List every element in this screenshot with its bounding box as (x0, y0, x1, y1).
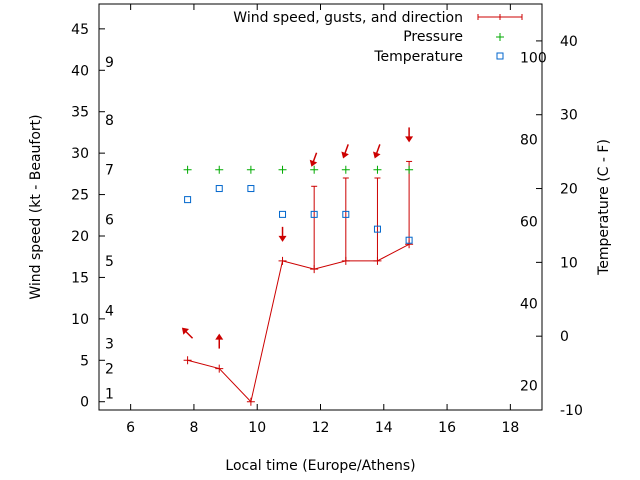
x-tick-label: 18 (501, 420, 519, 436)
y-tick-label: 45 (71, 22, 89, 38)
beaufort-label: 6 (105, 212, 114, 228)
x-tick-label: 8 (189, 420, 198, 436)
x-tick-label: 12 (312, 420, 330, 436)
x-tick-label: 10 (248, 420, 266, 436)
wind-direction-arrow (309, 152, 318, 167)
plot-frame (98, 3, 543, 411)
temperature-point (373, 225, 381, 233)
beaufort-label: 7 (105, 163, 114, 179)
y-tick-label: 35 (71, 105, 89, 121)
celsius-tick-label: 40 (560, 34, 578, 50)
y-axis-label: Wind speed (kt - Beaufort) (28, 114, 44, 299)
pressure-point (341, 165, 350, 174)
pressure-point (183, 165, 192, 174)
legend-symbol-pressure (496, 33, 504, 41)
y-tick-label: 0 (80, 395, 89, 411)
temperature-point (310, 210, 318, 218)
legend-symbol-temperature (496, 52, 504, 60)
y2-axis-label: Temperature (C - F) (596, 139, 612, 276)
fahrenheit-label: 100 (520, 50, 547, 66)
x-tick-label: 14 (375, 420, 393, 436)
y-tick-label: 25 (71, 188, 89, 204)
celsius-tick-label: 30 (560, 108, 578, 124)
celsius-tick-label: 20 (560, 182, 578, 198)
wind-point (278, 256, 287, 265)
x-tick-label: 16 (438, 420, 456, 436)
beaufort-label: 4 (105, 304, 114, 320)
wind-direction-arrow (181, 327, 194, 339)
legend-label-temperature: Temperature (373, 49, 463, 65)
wind-point (183, 356, 192, 365)
beaufort-label: 1 (105, 386, 114, 402)
wind-direction-arrow (215, 333, 224, 349)
wind-point (246, 397, 255, 406)
beaufort-label: 3 (105, 337, 114, 353)
wind-speed-line (187, 243, 410, 403)
y-tick-label: 40 (71, 63, 89, 79)
beaufort-label: 2 (105, 362, 114, 378)
legend-label-pressure: Pressure (403, 29, 463, 45)
temperature-point (405, 236, 413, 244)
pressure-point (215, 165, 224, 174)
y-tick-label: 30 (71, 146, 89, 162)
wind-direction-arrow (373, 144, 381, 159)
legend-label-wind: Wind speed, gusts, and direction (233, 10, 463, 26)
x-axis-label: Local time (Europe/Athens) (225, 458, 415, 474)
wind-point (215, 364, 224, 373)
wind-direction-arrow (405, 127, 414, 143)
wind-direction-arrow (341, 144, 349, 159)
y-tick-label: 20 (71, 229, 89, 245)
fahrenheit-label: 40 (520, 296, 538, 312)
fahrenheit-label: 60 (520, 214, 538, 230)
temperature-point (247, 185, 255, 193)
temperature-point (184, 196, 192, 204)
fahrenheit-label: 20 (520, 378, 538, 394)
celsius-tick-label: 0 (560, 329, 569, 345)
temperature-point (215, 185, 223, 193)
beaufort-label: 9 (105, 55, 114, 71)
celsius-tick-label: -10 (560, 403, 583, 419)
fahrenheit-label: 80 (520, 132, 538, 148)
pressure-point (310, 165, 319, 174)
temperature-point (279, 210, 287, 218)
pressure-point (373, 165, 382, 174)
pressure-point (246, 165, 255, 174)
wind-direction-arrow (278, 226, 287, 242)
y-tick-label: 10 (71, 312, 89, 328)
temperature-point (342, 210, 350, 218)
pressure-point (278, 165, 287, 174)
y-tick-label: 5 (80, 353, 89, 369)
beaufort-label: 8 (105, 113, 114, 129)
y-tick-label: 15 (71, 270, 89, 286)
legend-symbol-wind-point (497, 14, 503, 20)
x-tick-label: 6 (126, 420, 135, 436)
beaufort-label: 5 (105, 254, 114, 270)
celsius-tick-label: 10 (560, 255, 578, 271)
pressure-point (405, 165, 414, 174)
